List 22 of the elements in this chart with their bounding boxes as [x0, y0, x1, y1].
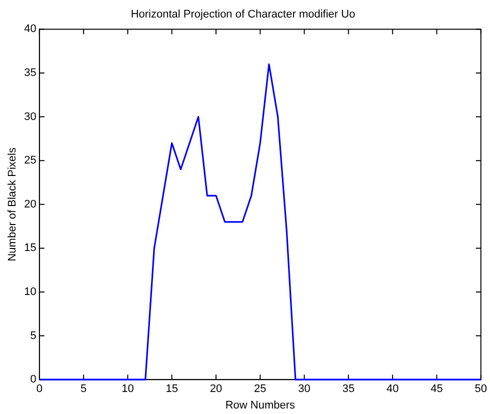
x-tick-label: 35 [342, 383, 355, 396]
x-tick-label: 50 [474, 383, 488, 396]
y-tick-label: 5 [30, 330, 36, 342]
chart-title: Horizontal Projection of Character modifier Uo [130, 8, 356, 21]
x-tick-label: 25 [254, 383, 266, 396]
y-tick-label: 40 [24, 23, 36, 36]
x-axis-title: Row Numbers [225, 399, 296, 412]
x-tick-label: 30 [298, 383, 310, 396]
x-tick-label: 40 [386, 383, 399, 396]
x-tick-label: 15 [166, 383, 178, 396]
y-tick-label: 30 [24, 110, 36, 123]
x-tick-label: 5 [80, 383, 87, 396]
y-tick-label: 20 [24, 198, 36, 210]
y-tick-label: 0 [30, 374, 36, 386]
y-axis-title: Number of Black Pixels [6, 147, 19, 262]
x-tick-label: 10 [122, 383, 134, 396]
x-tick-label: 20 [210, 383, 222, 396]
x-tick-label: 45 [430, 383, 443, 396]
y-tick-label: 35 [24, 67, 36, 80]
y-tick-label: 25 [24, 154, 36, 167]
y-tick-label: 15 [24, 242, 36, 254]
y-tick-label: 10 [24, 286, 36, 298]
